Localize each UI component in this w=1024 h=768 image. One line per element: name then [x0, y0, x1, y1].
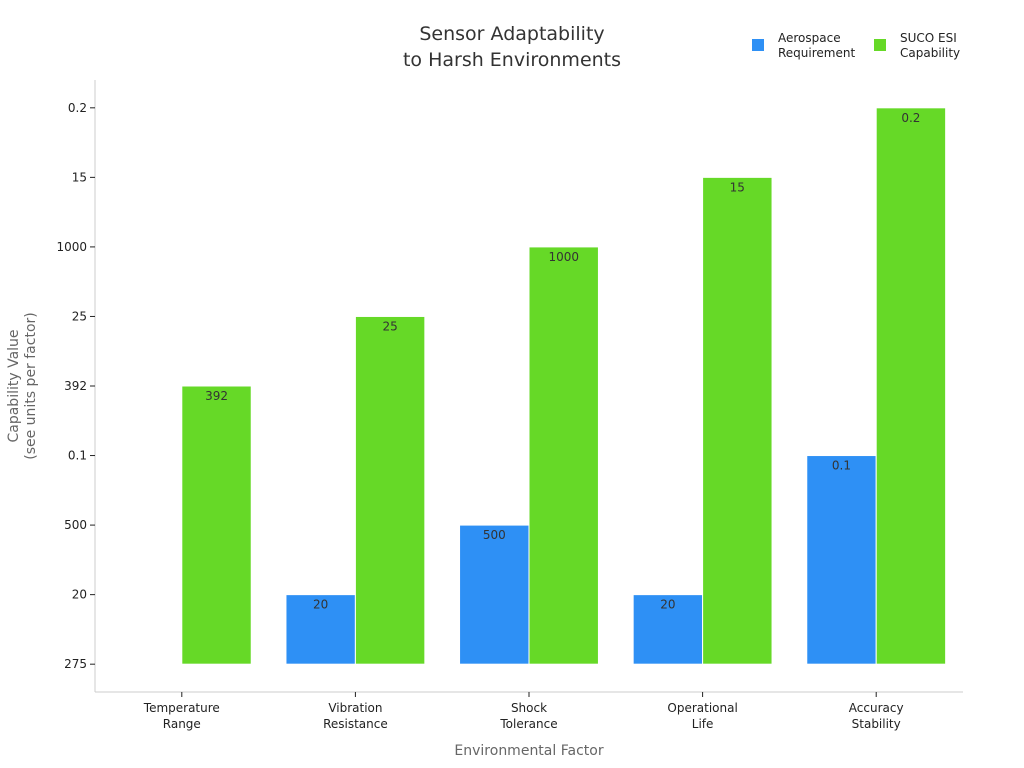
x-tick-label: Vibration — [328, 701, 382, 715]
legend-label-suco-line-2: Capability — [900, 46, 960, 60]
y-ticks: 275 20 500 0.1 392 25 1000 15 0.2 — [56, 101, 95, 671]
x-ticks: Temperature Range Vibration Resistance Shock… — [143, 692, 904, 731]
x-tick-label: Stability — [852, 717, 901, 731]
bar-value-label: 0.2 — [901, 111, 920, 125]
chart-title-line-2: to Harsh Environments — [403, 49, 621, 71]
bar-value-label: 500 — [483, 528, 506, 542]
y-tick-label: 15 — [72, 170, 87, 184]
x-tick-label: Operational — [667, 701, 737, 715]
x-tick-label: Shock — [511, 701, 547, 715]
legend: Aerospace Requirement SUCO ESI Capabilit… — [752, 31, 960, 60]
y-tick-label: 20 — [72, 588, 87, 602]
bar-value-label: 20 — [660, 598, 675, 612]
bar-value-label: 20 — [313, 598, 328, 612]
x-tick-label: Range — [163, 717, 201, 731]
bar — [632, 594, 704, 665]
bar-value-label: 1000 — [548, 250, 579, 264]
y-tick-label: 0.1 — [68, 449, 87, 463]
bar-value-label: 0.1 — [832, 459, 851, 473]
bars: 20 500 20 0.1 392 25 1000 15 0.2 — [181, 107, 947, 665]
y-tick-label: 275 — [64, 657, 87, 671]
y-axis-label: Capability Value (see units per factor) — [6, 312, 39, 460]
bar — [528, 246, 599, 665]
bar — [181, 385, 252, 665]
y-tick-label: 500 — [64, 518, 87, 532]
y-axis-label-line-2: (see units per factor) — [23, 312, 39, 460]
bar-value-label: 392 — [205, 389, 228, 403]
y-axis-label-line-1: Capability Value — [6, 329, 22, 442]
bar-value-label: 15 — [730, 180, 745, 194]
x-tick-label: Life — [692, 717, 714, 731]
bar — [702, 176, 773, 665]
bar — [459, 524, 530, 665]
bar-value-label: 25 — [382, 319, 397, 333]
legend-label-suco-line-1: SUCO ESI — [900, 31, 957, 45]
legend-swatch-aerospace — [752, 39, 764, 51]
x-tick-label: Temperature — [143, 701, 220, 715]
bar — [806, 455, 877, 665]
y-tick-label: 392 — [64, 379, 87, 393]
legend-label-aerospace-line-2: Requirement — [778, 46, 855, 60]
bar — [285, 594, 356, 665]
bar — [875, 107, 947, 665]
chart-title-line-1: Sensor Adaptability — [419, 23, 604, 45]
legend-label-aerospace-line-1: Aerospace — [778, 31, 841, 45]
bar — [354, 315, 426, 665]
y-tick-label: 25 — [72, 309, 87, 323]
x-tick-label: Tolerance — [499, 717, 557, 731]
y-tick-label: 1000 — [56, 240, 87, 254]
x-axis-label: Environmental Factor — [454, 743, 603, 759]
x-tick-label: Resistance — [323, 717, 388, 731]
x-tick-label: Accuracy — [849, 701, 904, 715]
legend-swatch-suco — [874, 39, 886, 51]
y-tick-label: 0.2 — [68, 101, 87, 115]
